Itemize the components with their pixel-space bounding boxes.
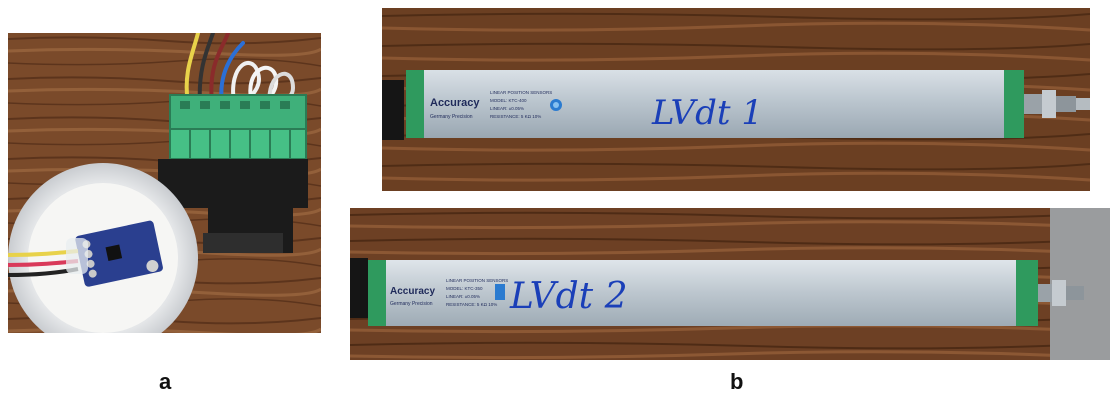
end-cap-right bbox=[1004, 70, 1024, 138]
spec-line-3: LINEAR: ±0.05% bbox=[490, 106, 524, 111]
brand-sub-text: Germany Precision bbox=[390, 301, 433, 307]
photo-b1-image: Accuracy Germany Precision LINEAR POSITI… bbox=[382, 8, 1090, 191]
sensor-bar bbox=[368, 260, 1036, 326]
brand-sub-text: Germany Precision bbox=[430, 114, 473, 120]
terminal-block-bottom bbox=[169, 128, 307, 160]
connector-fitting bbox=[1038, 280, 1084, 306]
photo-b2-image: Accuracy Germany Precision LINEAR POSITI… bbox=[350, 208, 1110, 360]
connector-housing bbox=[158, 159, 308, 253]
end-cap-left bbox=[406, 70, 424, 138]
photo-a-image bbox=[8, 33, 321, 333]
spec-line-2: MODEL: KTC-400 bbox=[490, 98, 527, 103]
spec-line-1: LINEAR POSITION SENSORS bbox=[490, 90, 552, 95]
spec-line-3: LINEAR: ±0.05% bbox=[446, 294, 480, 299]
spec-line-1: LINEAR POSITION SENSORS bbox=[446, 278, 508, 283]
end-cap-right bbox=[1016, 260, 1038, 326]
caption-b: b bbox=[730, 369, 744, 394]
photo-a-accelerometer-terminal bbox=[8, 33, 321, 333]
handwritten-label: LVdt 2 bbox=[509, 276, 628, 317]
handwritten-label: LVdt 1 bbox=[651, 93, 763, 133]
photo-b-lvdt-2: Accuracy Germany Precision LINEAR POSITI… bbox=[350, 208, 1110, 360]
brand-text: Accuracy bbox=[430, 97, 480, 109]
photo-b-lvdt-1: Accuracy Germany Precision LINEAR POSITI… bbox=[382, 8, 1090, 191]
caption-a: a bbox=[159, 369, 172, 394]
end-cap-left bbox=[368, 260, 386, 326]
sensor-bar bbox=[406, 70, 1022, 138]
spec-line-2: MODEL: KTC-350 bbox=[446, 286, 483, 291]
spec-line-4: RESISTANCE: 5 KΩ 10% bbox=[490, 114, 541, 119]
terminal-block-top bbox=[169, 94, 307, 130]
connector-fitting bbox=[1024, 90, 1090, 118]
certification-logo bbox=[495, 284, 505, 300]
spec-line-4: RESISTANCE: 5 KΩ 10% bbox=[446, 302, 497, 307]
brand-text: Accuracy bbox=[390, 286, 435, 297]
